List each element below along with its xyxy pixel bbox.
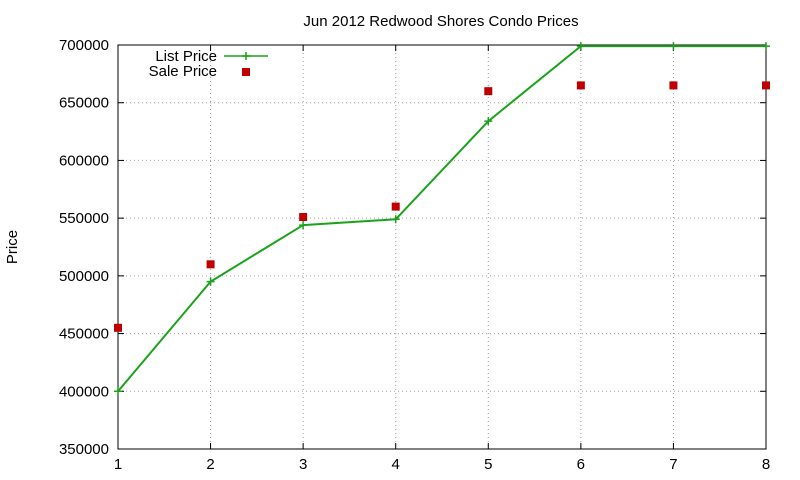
data-point-sale-price [206, 260, 215, 269]
data-point-sale-price [576, 81, 585, 90]
data-point-list-price [484, 117, 493, 126]
y-tick-labels: 350000 400000 450000 500000 550000 600000 6500… [59, 37, 109, 458]
x-tick-label: 6 [577, 456, 585, 473]
legend-label-list-price: List Price [155, 48, 217, 65]
x-tick-labels: 1 2 3 4 5 6 7 8 [114, 456, 770, 473]
data-point-sale-price [299, 212, 308, 221]
data-point-list-price [762, 42, 770, 51]
data-point-list-price [114, 387, 122, 396]
y-tick-label: 450000 [59, 326, 109, 343]
x-tick-label: 4 [392, 456, 400, 473]
y-tick-label: 400000 [59, 383, 109, 400]
y-tick-label: 350000 [59, 441, 109, 458]
y-tick-label: 550000 [59, 210, 109, 227]
x-tick-label: 3 [299, 456, 307, 473]
x-tick-label: 7 [669, 456, 677, 473]
data-point-sale-price [484, 87, 493, 96]
y-tick-label: 650000 [59, 95, 109, 112]
x-tick-label: 8 [762, 456, 770, 473]
data-point-list-price [391, 215, 400, 224]
data-point-list-price [206, 277, 215, 286]
axis-ticks [117, 44, 767, 450]
legend-marker-sale-price [242, 68, 250, 76]
y-tick-label: 500000 [59, 268, 109, 285]
x-tick-label: 1 [114, 456, 122, 473]
data-point-sale-price [669, 81, 678, 90]
chart-title: Jun 2012 Redwood Shores Condo Prices [303, 13, 578, 30]
x-tick-label: 2 [206, 456, 214, 473]
data-point-sale-price [762, 81, 770, 90]
y-tick-label: 600000 [59, 152, 109, 169]
grid-lines [118, 45, 766, 449]
y-axis-label: Price [4, 230, 21, 264]
legend: List Price Sale Price [149, 48, 268, 80]
legend-marker-list-price [242, 52, 250, 60]
data-point-list-price [669, 42, 678, 51]
data-point-sale-price [114, 323, 122, 332]
series-line-list-price [117, 45, 766, 392]
data-point-sale-price [391, 202, 400, 211]
data-point-list-price [299, 221, 308, 230]
data-point-list-price [576, 42, 585, 51]
legend-label-sale-price: Sale Price [149, 63, 217, 80]
y-tick-label: 700000 [59, 37, 109, 54]
x-tick-label: 5 [484, 456, 492, 473]
plot-frame [117, 44, 767, 450]
data-series [114, 42, 770, 396]
